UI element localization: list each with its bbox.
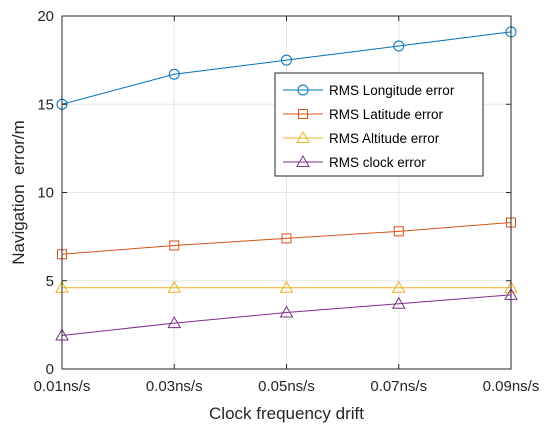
data-point bbox=[167, 316, 182, 329]
legend-label: RMS Latitude error bbox=[329, 107, 444, 122]
legend-label: RMS clock error bbox=[329, 155, 426, 170]
data-point bbox=[393, 226, 404, 237]
legend-label: RMS Altitude error bbox=[329, 131, 440, 146]
y-tick-label: 20 bbox=[37, 8, 54, 25]
series-line bbox=[61, 31, 512, 105]
data-point bbox=[279, 280, 294, 293]
x-tick-label: 0.01ns/s bbox=[34, 378, 91, 395]
x-tick-label: 0.07ns/s bbox=[370, 378, 427, 395]
series-square bbox=[57, 217, 516, 260]
legend-marker bbox=[297, 84, 309, 96]
x-axis-label: Clock frequency drift bbox=[209, 404, 364, 423]
axis-ticks: 0 5 10 15 20 0.01ns/s 0.03ns/s 0.05ns/s 0.07ns/s… bbox=[34, 8, 540, 395]
data-point bbox=[393, 40, 405, 52]
legend-marker bbox=[296, 130, 310, 143]
data-point bbox=[167, 280, 182, 293]
legend-marker bbox=[296, 154, 310, 167]
y-tick-label: 5 bbox=[46, 273, 54, 290]
series-line bbox=[61, 222, 512, 255]
y-tick-label: 10 bbox=[37, 185, 54, 202]
x-tick-label: 0.03ns/s bbox=[146, 378, 203, 395]
data-point bbox=[281, 54, 292, 66]
data-point bbox=[391, 280, 406, 293]
y-axis-label: Navigation error/m bbox=[9, 120, 28, 265]
y-tick-label: 0 bbox=[46, 361, 54, 378]
data-point bbox=[281, 233, 292, 244]
legend: RMS Longitude error RMS Latitude error RMS… bbox=[274, 72, 484, 177]
x-tick-label: 0.05ns/s bbox=[258, 378, 315, 395]
legend-marker bbox=[298, 109, 308, 119]
data-point bbox=[169, 240, 180, 251]
data-point bbox=[279, 305, 294, 318]
x-tick-label: 0.09ns/s bbox=[483, 378, 540, 395]
legend-label: RMS Longitude error bbox=[329, 83, 455, 98]
data-point bbox=[391, 296, 406, 309]
data-point bbox=[168, 68, 180, 80]
series-line bbox=[61, 294, 512, 336]
y-tick-label: 15 bbox=[37, 96, 54, 113]
